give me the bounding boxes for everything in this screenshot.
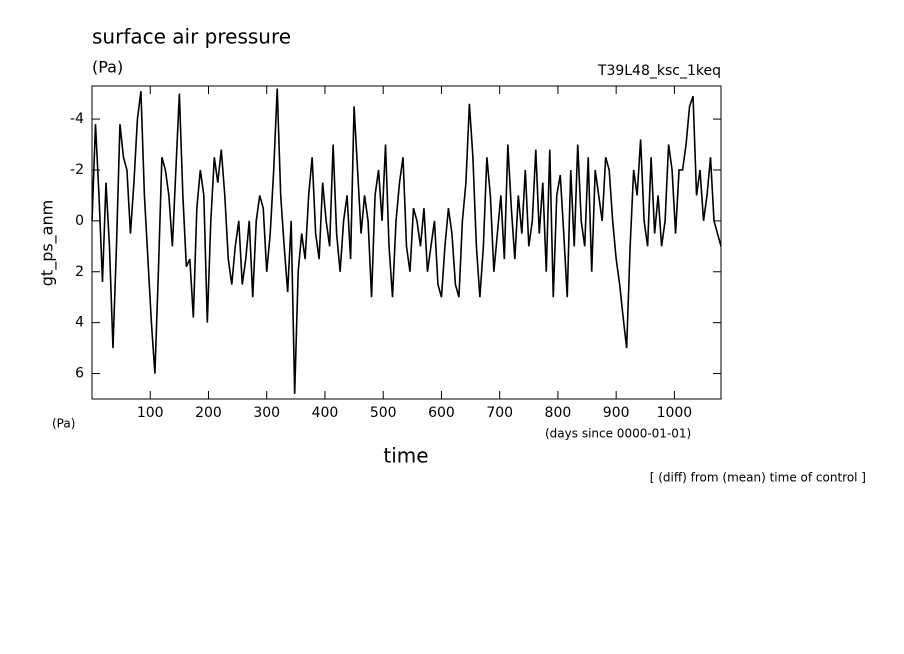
x-tick-label: 500 bbox=[370, 405, 397, 421]
x-tick-label: 300 bbox=[253, 405, 280, 421]
series-line bbox=[91, 88, 722, 394]
x-tick-label: 1000 bbox=[657, 405, 693, 421]
y-tick-label: -2 bbox=[70, 162, 84, 178]
y-axis-label: gt_ps_anm bbox=[38, 200, 58, 286]
x-tick-label: 800 bbox=[545, 405, 572, 421]
x-tick-label: 600 bbox=[428, 405, 455, 421]
chart-title: surface air pressure bbox=[92, 25, 291, 49]
y-tick-label: 6 bbox=[75, 366, 84, 382]
y-unit: (Pa) bbox=[92, 58, 123, 77]
x-tick-label: 100 bbox=[137, 405, 164, 421]
x-tick-label: 400 bbox=[312, 405, 339, 421]
y-unit-bottom: (Pa) bbox=[52, 417, 75, 431]
note: [ (diff) from (mean) time of control ] bbox=[650, 471, 866, 485]
x-tick-label: 700 bbox=[486, 405, 513, 421]
y-tick-label: -4 bbox=[70, 111, 84, 127]
plot-frame bbox=[91, 85, 722, 400]
x-tick-label: 200 bbox=[195, 405, 222, 421]
y-tick-label: 2 bbox=[75, 264, 84, 280]
x-tick-label: 900 bbox=[603, 405, 630, 421]
x-axis-label: time bbox=[383, 444, 428, 468]
y-tick-label: 0 bbox=[75, 213, 84, 229]
experiment-label: T39L48_ksc_1keq bbox=[597, 63, 721, 79]
y-tick-label: 4 bbox=[75, 315, 84, 331]
x-unit: (days since 0000-01-01) bbox=[545, 427, 691, 441]
